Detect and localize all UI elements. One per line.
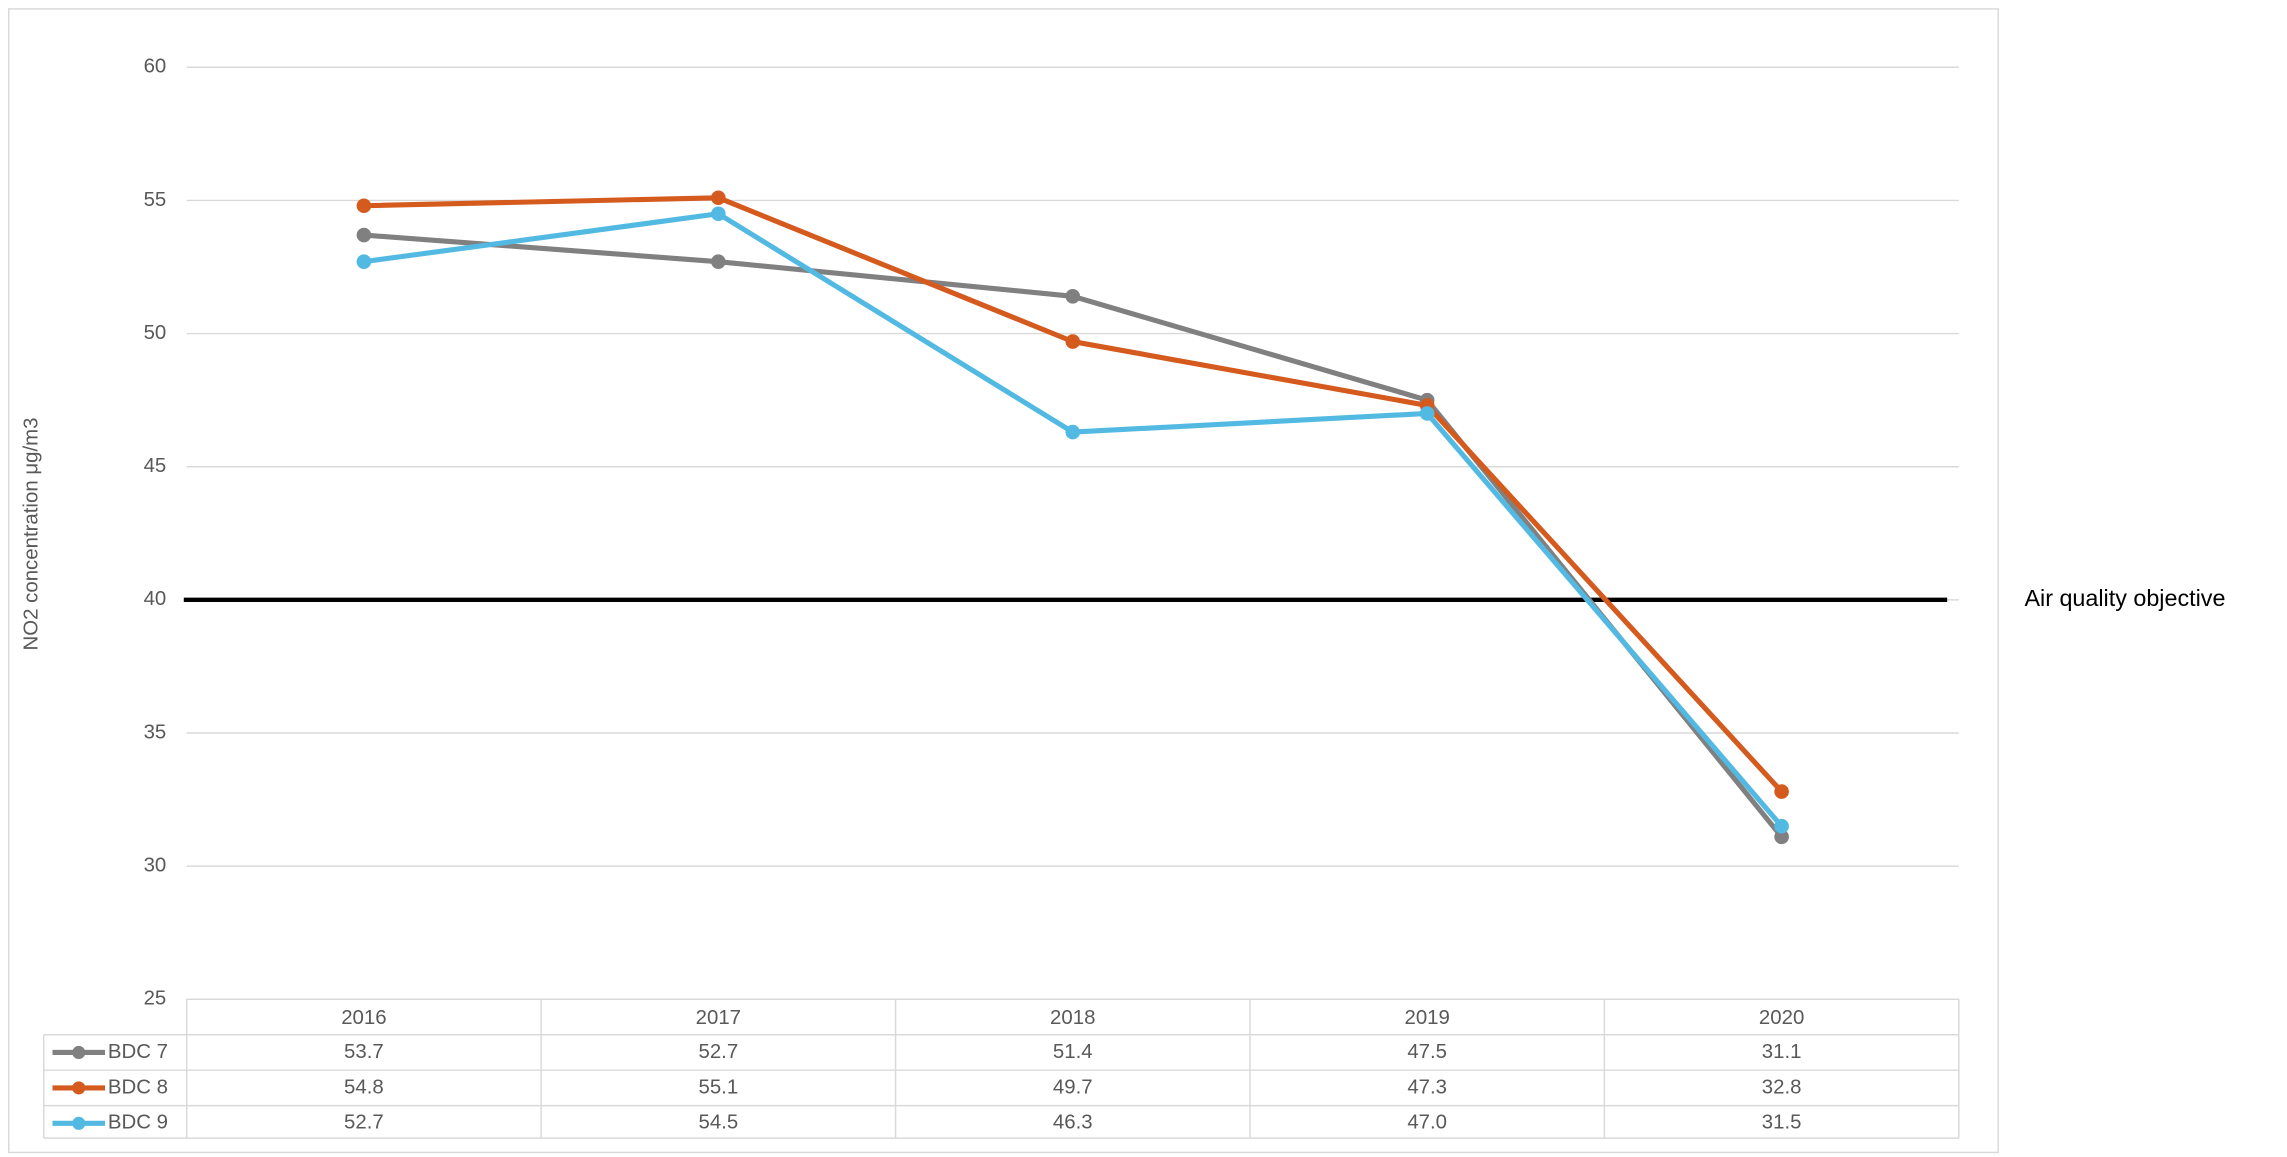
data-point bbox=[356, 254, 372, 269]
table-value: 55.1 bbox=[698, 1076, 738, 1098]
x-tick-label: 2018 bbox=[1050, 1007, 1095, 1029]
data-point bbox=[1774, 784, 1789, 799]
series-line bbox=[363, 232, 1784, 839]
x-tick-label: 2019 bbox=[1404, 1007, 1449, 1029]
table-value: 54.8 bbox=[344, 1076, 384, 1098]
table-value: 54.5 bbox=[698, 1112, 738, 1134]
y-tick-label: 50 bbox=[144, 322, 167, 344]
data-point bbox=[356, 198, 372, 214]
table-value: 31.1 bbox=[1762, 1041, 1802, 1063]
y-tick-label: 25 bbox=[144, 988, 167, 1010]
x-tick-label: 2017 bbox=[696, 1007, 741, 1029]
x-tick-label: 2020 bbox=[1759, 1007, 1804, 1029]
table-value: 46.3 bbox=[1053, 1112, 1093, 1134]
legend-marker bbox=[72, 1081, 86, 1095]
series-line bbox=[363, 211, 1784, 828]
y-tick-label: 40 bbox=[144, 588, 167, 610]
legend-marker bbox=[72, 1045, 86, 1060]
data-point bbox=[711, 254, 726, 269]
data-point bbox=[1065, 288, 1081, 304]
data-point bbox=[711, 206, 726, 222]
data-point bbox=[1774, 818, 1789, 834]
table-value: 51.4 bbox=[1053, 1041, 1093, 1063]
table-value: 53.7 bbox=[344, 1041, 384, 1063]
data-point bbox=[1774, 829, 1789, 845]
data-point bbox=[356, 227, 372, 243]
table-value: 31.5 bbox=[1762, 1112, 1802, 1134]
series-line bbox=[363, 195, 1784, 794]
data-point bbox=[1065, 424, 1081, 440]
table-value: 47.0 bbox=[1407, 1112, 1447, 1134]
data-point bbox=[1419, 406, 1435, 421]
y-tick-label: 60 bbox=[144, 56, 167, 78]
x-tick-label: 2016 bbox=[341, 1007, 386, 1029]
y-tick-label: 30 bbox=[144, 855, 167, 877]
table-value: 52.7 bbox=[344, 1112, 384, 1134]
table-value: 32.8 bbox=[1762, 1076, 1802, 1098]
legend-label: BDC 7 bbox=[108, 1041, 168, 1063]
legend-label: BDC 8 bbox=[108, 1076, 168, 1098]
legend-label: BDC 9 bbox=[108, 1112, 168, 1134]
objective-label: Air quality objective bbox=[2024, 585, 2225, 611]
y-tick-label: 35 bbox=[144, 721, 167, 743]
data-point bbox=[711, 190, 726, 206]
table-value: 47.5 bbox=[1407, 1041, 1447, 1063]
y-axis-label: NO2 concentration μg/m3 bbox=[20, 418, 42, 651]
data-point bbox=[1065, 334, 1081, 349]
table-value: 49.7 bbox=[1053, 1076, 1093, 1098]
y-tick-label: 55 bbox=[144, 189, 167, 211]
y-tick-label: 45 bbox=[144, 455, 167, 477]
table-value: 47.3 bbox=[1407, 1076, 1447, 1098]
chart-border bbox=[8, 8, 1999, 1154]
table-value: 52.7 bbox=[698, 1041, 738, 1063]
legend-marker bbox=[72, 1116, 86, 1130]
